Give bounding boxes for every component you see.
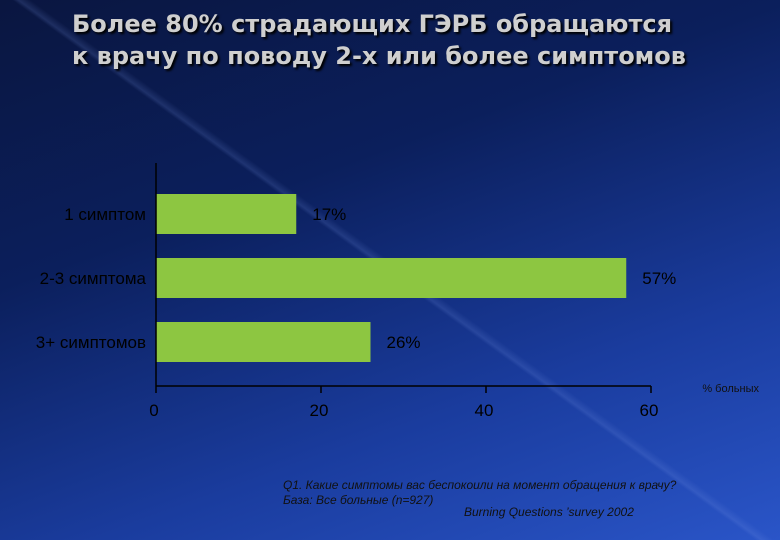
x-tick-label-1: 0 <box>149 401 158 420</box>
value-label-2: 57% <box>642 269 676 288</box>
value-label-3: 26% <box>387 333 421 352</box>
bar-3 <box>156 322 371 362</box>
x-tick-label-3: 40 <box>475 401 494 420</box>
x-axis-label: % больных <box>702 383 759 395</box>
x-tick-label-4: 60 <box>640 401 659 420</box>
category-label-3: 3+ симптомов <box>36 333 146 352</box>
footnote-question: Q1. Какие симптомы вас беспокоили на мом… <box>283 478 677 492</box>
slide-title: Более 80% страдающих ГЭРБ обращаются к в… <box>72 8 762 72</box>
category-label-2: 2-3 симптома <box>40 269 147 288</box>
bar-1 <box>156 194 297 234</box>
x-tick-label-2: 20 <box>310 401 329 420</box>
bar-2 <box>156 258 627 298</box>
category-label-1: 1 симптом <box>64 205 146 224</box>
title-line-2: к врачу по поводу 2-х или более симптомо… <box>72 42 686 70</box>
value-label-1: 17% <box>312 205 346 224</box>
footnote-base: База: Все больные (n=927) <box>283 493 434 507</box>
title-line-1: Более 80% страдающих ГЭРБ обращаются <box>72 10 673 38</box>
footnote-source: Burning Questions ’survey 2002 <box>464 505 634 519</box>
